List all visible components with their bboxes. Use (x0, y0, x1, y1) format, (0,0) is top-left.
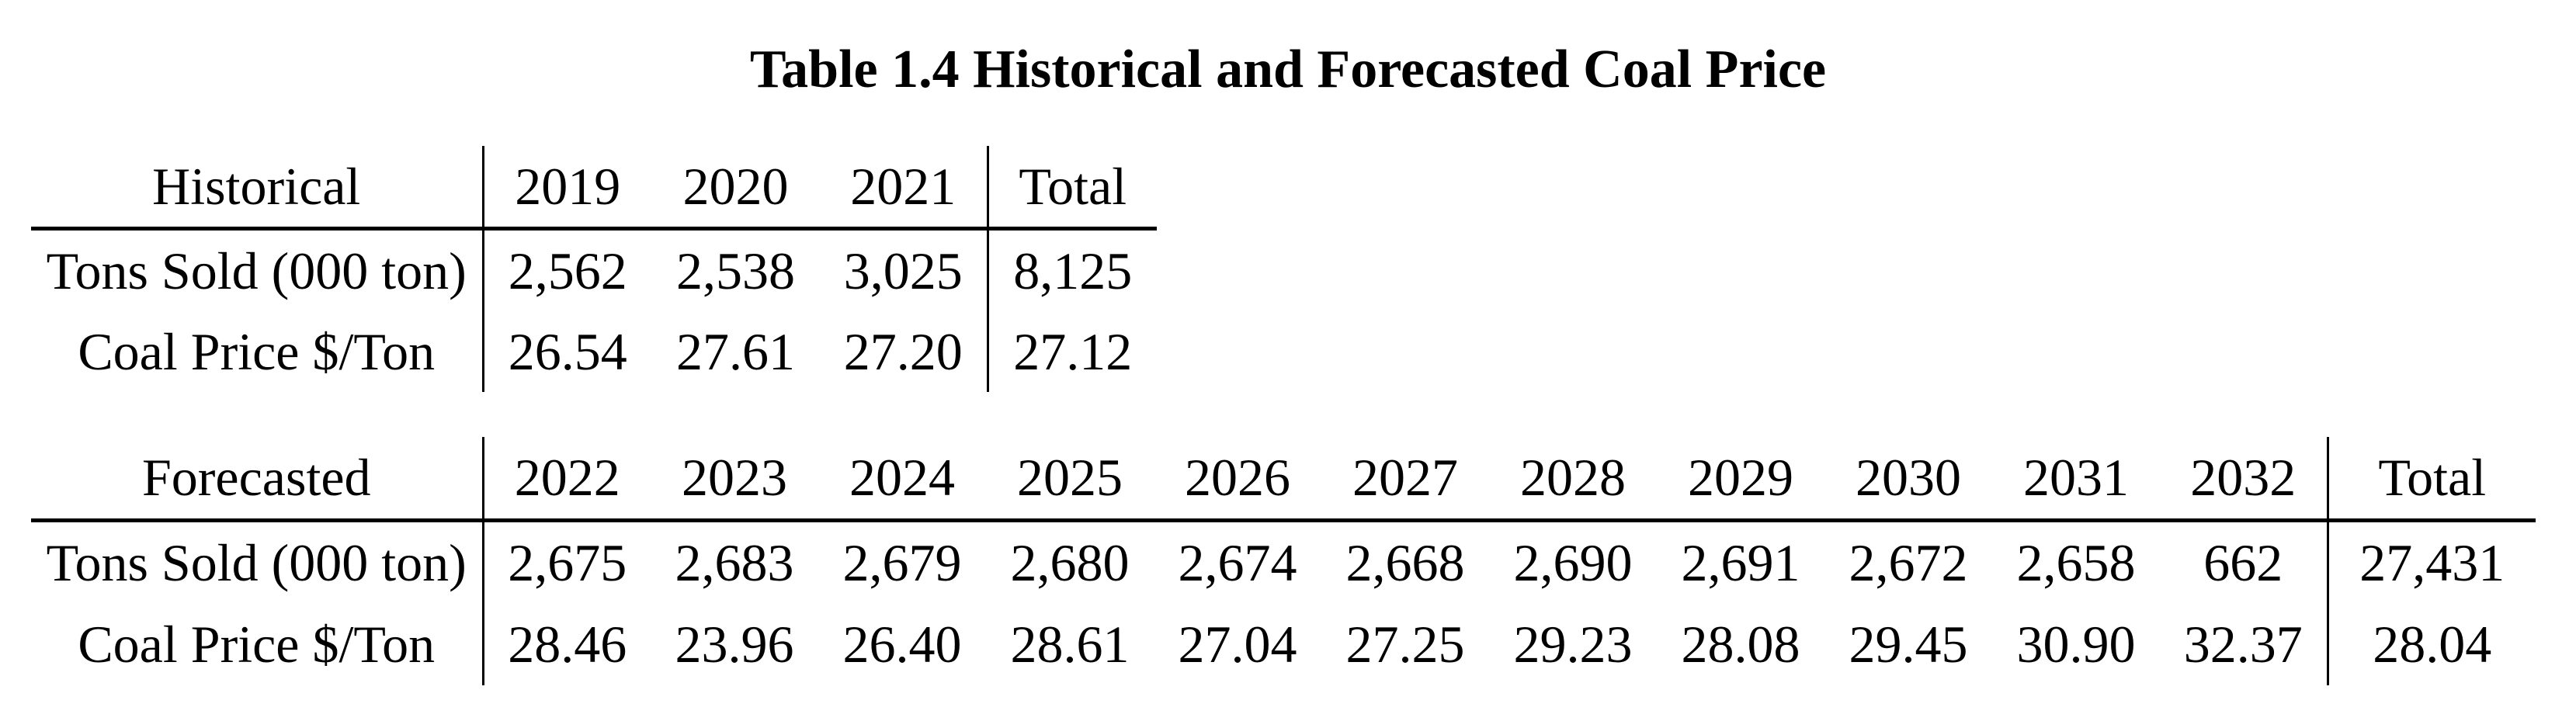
table-cell: 2,672 (1849, 533, 1968, 592)
table-cell: 2,562 (508, 241, 627, 300)
table-cell: 2,683 (675, 533, 794, 592)
table-cell: 29.23 (1513, 615, 1633, 674)
forecasted-total-header: Total (2326, 437, 2536, 522)
table-cell: 29.45 (1849, 615, 1968, 674)
forecasted-price-row: Coal Price $/Ton 28.46 23.96 26.40 28.61… (31, 604, 2536, 685)
table-cell: 3,025 (843, 241, 963, 300)
table-cell: 32.37 (2183, 615, 2303, 674)
historical-header-row: Historical 2019 2020 2021 Total (31, 146, 1157, 231)
forecasted-year-header: 2030 (1824, 437, 1992, 522)
table-cell: 27.20 (843, 321, 963, 381)
table-cell: 27.04 (1178, 615, 1297, 674)
table-cell: 2,691 (1681, 533, 1800, 592)
historical-year-header: 2020 (651, 146, 820, 231)
table-cell: 2,679 (842, 533, 962, 592)
table-cell: 27.61 (676, 321, 795, 381)
forecasted-year-header: 2027 (1321, 437, 1489, 522)
forecasted-year-header: 2032 (2160, 437, 2328, 522)
forecasted-year-header: 2029 (1657, 437, 1824, 522)
row-label: Tons Sold (000 ton) (31, 520, 484, 604)
total-cell: 27.12 (986, 311, 1157, 392)
row-label: Coal Price $/Ton (31, 604, 484, 685)
table-cell: 2,668 (1345, 533, 1465, 592)
table-cell: 28.08 (1681, 615, 1800, 674)
forecasted-table-label: Forecasted (31, 437, 484, 522)
total-cell: 8,125 (986, 228, 1157, 311)
row-label: Coal Price $/Ton (31, 311, 484, 392)
table-cell: 28.46 (508, 615, 627, 674)
forecasted-year-header: 2028 (1489, 437, 1657, 522)
table-cell: 2,658 (2016, 533, 2136, 592)
forecasted-year-header: 2025 (986, 437, 1154, 522)
forecasted-year-header: 2024 (818, 437, 986, 522)
forecasted-year-header: 2022 (483, 437, 651, 522)
historical-total-header: Total (986, 146, 1157, 231)
forecasted-year-header: 2026 (1154, 437, 1321, 522)
historical-tons-row: Tons Sold (000 ton) 2,562 2,538 3,025 8,… (31, 228, 1157, 311)
historical-table: Historical 2019 2020 2021 Total Tons Sol… (31, 146, 1157, 392)
table-cell: 2,680 (1010, 533, 1130, 592)
row-label: Tons Sold (000 ton) (31, 228, 484, 311)
forecasted-year-header: 2031 (1992, 437, 2160, 522)
forecasted-table: Forecasted 2022 2023 2024 2025 2026 2027… (31, 437, 2536, 685)
table-cell: 26.54 (508, 321, 627, 381)
total-cell: 27,431 (2326, 520, 2536, 604)
table-cell: 2,538 (676, 241, 795, 300)
table-cell: 662 (2203, 533, 2283, 592)
historical-year-header: 2019 (483, 146, 651, 231)
table-cell: 2,675 (508, 533, 627, 592)
historical-year-header: 2021 (820, 146, 988, 231)
forecasted-year-header: 2023 (651, 437, 818, 522)
table-cell: 26.40 (842, 615, 962, 674)
table-title: Table 1.4 Historical and Forecasted Coal… (749, 40, 1827, 99)
table-cell: 2,674 (1178, 533, 1297, 592)
forecasted-tons-row: Tons Sold (000 ton) 2,675 2,683 2,679 2,… (31, 520, 2536, 604)
table-cell: 27.25 (1345, 615, 1465, 674)
table-cell: 23.96 (675, 615, 794, 674)
historical-table-label: Historical (31, 146, 484, 231)
table-cell: 2,690 (1513, 533, 1633, 592)
forecasted-header-row: Forecasted 2022 2023 2024 2025 2026 2027… (31, 437, 2536, 522)
historical-price-row: Coal Price $/Ton 26.54 27.61 27.20 27.12 (31, 311, 1157, 392)
table-cell: 30.90 (2016, 615, 2136, 674)
table-cell: 28.61 (1010, 615, 1130, 674)
total-cell: 28.04 (2326, 604, 2536, 685)
